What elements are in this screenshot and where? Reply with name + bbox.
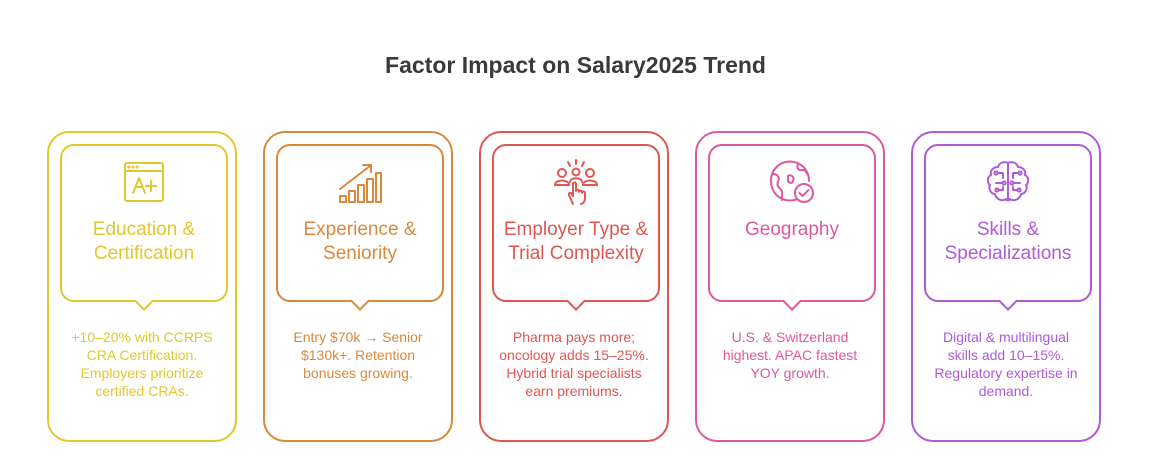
brain-circuit-icon: [984, 158, 1032, 206]
diagram-title: Factor Impact on Salary2025 Trend: [385, 52, 766, 78]
card-header-box: Education & Certification: [60, 144, 228, 311]
card-header-box: Employer Type & Trial Complexity: [492, 144, 660, 311]
callout-pointer: [566, 291, 586, 311]
certificate-grade-icon: [120, 158, 168, 206]
card-skills: Skills & Specializations Digital & multi…: [911, 131, 1101, 442]
card-education: Education & Certification +10–20% with C…: [47, 131, 237, 442]
card-description: +10–20% with CCRPS CRA Certification. Em…: [71, 329, 213, 399]
callout-pointer: [998, 291, 1018, 311]
callout-pointer: [350, 291, 370, 311]
card-experience: Experience & Seniority Entry $70k → Seni…: [263, 131, 453, 442]
card-heading: Employer Type & Trial Complexity: [503, 219, 649, 264]
card-description: Digital & multilingual skills add 10–15%…: [934, 329, 1078, 399]
card-description: Pharma pays more; oncology adds 15–25%. …: [499, 329, 649, 399]
card-header-box: Experience & Seniority: [276, 144, 444, 311]
card-description: U.S. & Switzerland highest. APAC fastest…: [722, 329, 858, 381]
card-header-box: Geography: [708, 144, 876, 311]
card-employer-type: Employer Type & Trial Complexity Pharma …: [479, 131, 669, 442]
team-selection-icon: [552, 158, 600, 206]
callout-pointer: [134, 291, 154, 311]
card-heading: Experience & Seniority: [303, 219, 417, 264]
globe-check-icon: [768, 158, 816, 206]
callout-pointer: [782, 291, 802, 311]
growth-chart-icon: [336, 158, 384, 206]
card-heading: Geography: [744, 219, 839, 240]
card-description: Entry $70k → Senior $130k+. Retention bo…: [293, 329, 423, 381]
card-heading: Skills & Specializations: [944, 219, 1072, 264]
card-header-box: Skills & Specializations: [924, 144, 1092, 311]
card-heading: Education & Certification: [92, 219, 196, 264]
card-geography: Geography U.S. & Switzerland highest. AP…: [695, 131, 885, 442]
